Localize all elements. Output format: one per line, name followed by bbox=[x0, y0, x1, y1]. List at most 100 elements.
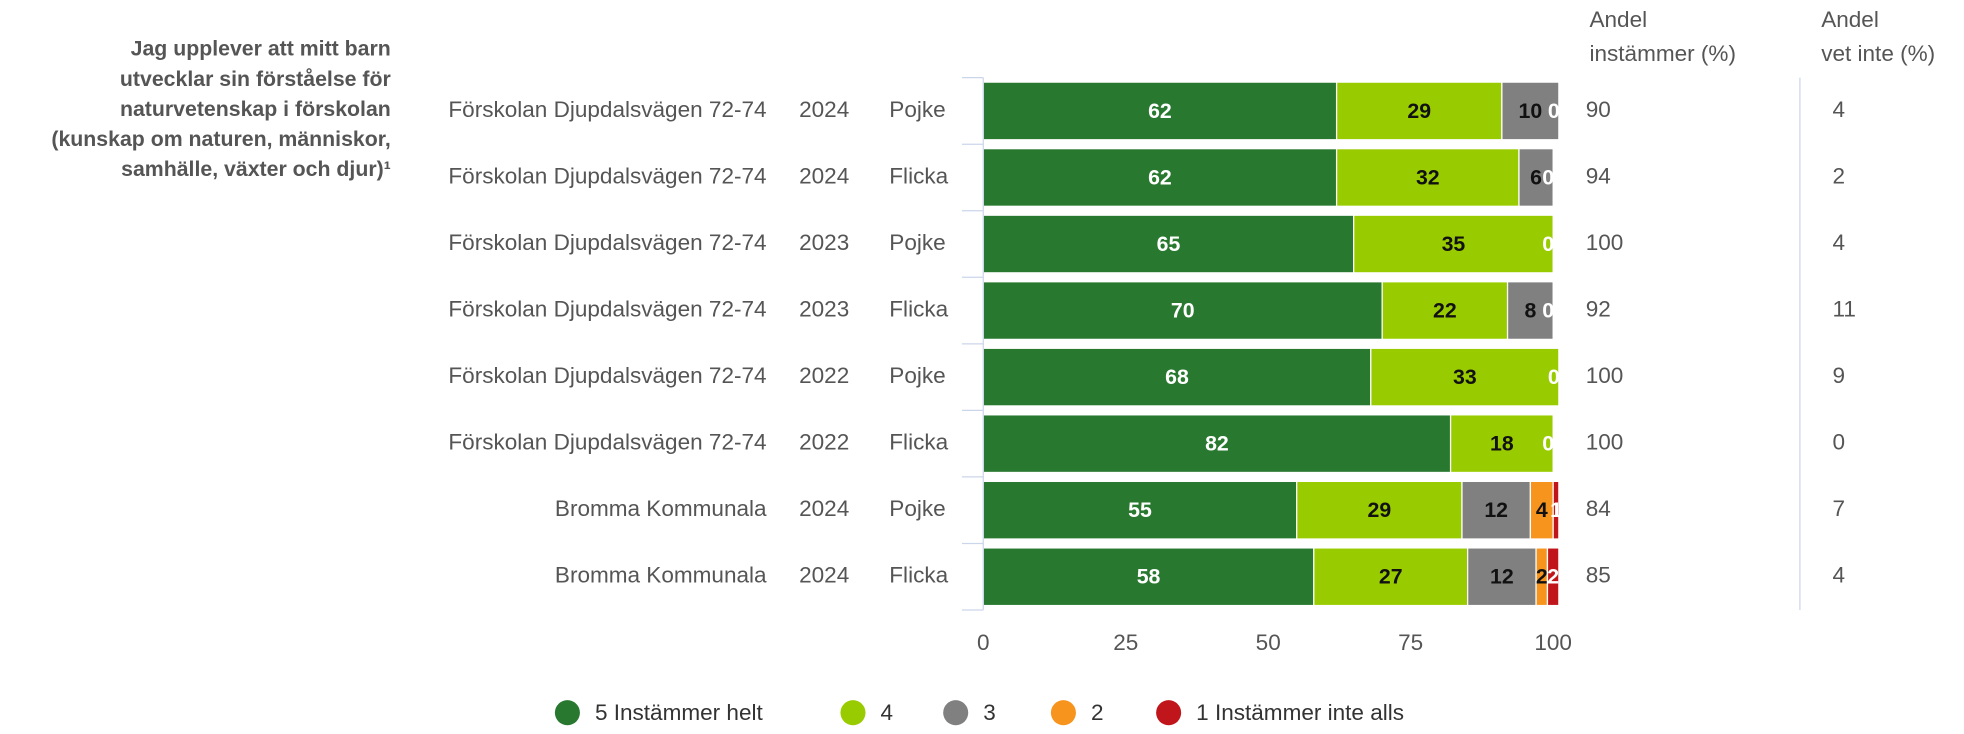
column-value: 7 bbox=[1832, 496, 1845, 521]
value-label: 10 bbox=[1519, 99, 1543, 123]
legend-label: 1 Instämmer inte alls bbox=[1196, 700, 1404, 725]
value-label: 32 bbox=[1416, 165, 1440, 189]
value-label: 29 bbox=[1368, 498, 1392, 522]
gender-label: Pojke bbox=[889, 363, 945, 388]
bar-segment bbox=[1370, 347, 1560, 407]
school-label: Bromma Kommunala bbox=[555, 563, 767, 588]
bar-segment bbox=[1313, 547, 1469, 607]
legend-label: 3 bbox=[983, 700, 996, 725]
value-label: 8 bbox=[1524, 298, 1536, 322]
bar-segment bbox=[1296, 480, 1463, 540]
year-label: 2023 bbox=[799, 297, 849, 322]
value-label: 6 bbox=[1530, 165, 1542, 189]
column-value: 2 bbox=[1832, 163, 1845, 188]
school-label: Förskolan Djupdalsvägen 72-74 bbox=[448, 363, 766, 388]
question-text: Jag upplever att mitt barn bbox=[131, 37, 391, 61]
legend-label: 2 bbox=[1091, 700, 1104, 725]
value-label: 0 bbox=[1542, 165, 1554, 189]
column-value: 4 bbox=[1832, 563, 1845, 588]
x-tick-label: 0 bbox=[977, 630, 990, 655]
gender-label: Pojke bbox=[889, 496, 945, 521]
value-label: 62 bbox=[1148, 165, 1172, 189]
column-value: 4 bbox=[1832, 230, 1845, 255]
gender-label: Flicka bbox=[889, 563, 948, 588]
x-tick-label: 75 bbox=[1398, 630, 1423, 655]
column-value: 100 bbox=[1586, 363, 1624, 388]
question-text: samhälle, växter och djur)¹ bbox=[121, 157, 391, 181]
column-value: 94 bbox=[1586, 163, 1611, 188]
column-value: 9 bbox=[1832, 363, 1845, 388]
column-value: 84 bbox=[1586, 496, 1611, 521]
column-value: 11 bbox=[1832, 297, 1855, 322]
value-label: 29 bbox=[1407, 99, 1431, 123]
bar-segment bbox=[1381, 281, 1509, 340]
school-label: Förskolan Djupdalsvägen 72-74 bbox=[448, 230, 766, 255]
column-header: Andel bbox=[1589, 7, 1647, 32]
column-header: Andel bbox=[1821, 7, 1879, 32]
bar-segment bbox=[1552, 480, 1560, 540]
value-label: 22 bbox=[1433, 298, 1457, 322]
year-label: 2022 bbox=[799, 363, 849, 388]
gender-label: Flicka bbox=[889, 297, 948, 322]
legend-marker bbox=[840, 700, 866, 726]
value-label: 2 bbox=[1536, 565, 1548, 589]
year-label: 2024 bbox=[799, 563, 849, 588]
column-value: 100 bbox=[1586, 430, 1624, 455]
question-text: utvecklar sin förståelse för bbox=[120, 67, 391, 91]
value-label: 33 bbox=[1453, 365, 1477, 389]
value-label: 65 bbox=[1157, 232, 1181, 256]
value-label: 0 bbox=[1548, 365, 1560, 389]
value-label: 0 bbox=[1542, 432, 1554, 456]
column-value: 92 bbox=[1586, 297, 1611, 322]
gender-label: Pojke bbox=[889, 230, 945, 255]
bar-segment bbox=[1546, 547, 1560, 607]
year-label: 2022 bbox=[799, 430, 849, 455]
column-header: vet inte (%) bbox=[1821, 41, 1935, 66]
column-value: 0 bbox=[1832, 430, 1845, 455]
value-label: 70 bbox=[1171, 298, 1195, 322]
bar-segment bbox=[1518, 148, 1554, 207]
school-label: Förskolan Djupdalsvägen 72-74 bbox=[448, 297, 766, 322]
value-label: 12 bbox=[1490, 565, 1514, 589]
value-label: 4 bbox=[1536, 498, 1548, 522]
school-label: Förskolan Djupdalsvägen 72-74 bbox=[448, 430, 766, 455]
column-value: 4 bbox=[1832, 97, 1845, 122]
bar-segment bbox=[1335, 81, 1503, 141]
value-label: 0 bbox=[1548, 99, 1560, 123]
bar-segment bbox=[1467, 547, 1537, 607]
question-text: naturvetenskap i förskolan bbox=[120, 97, 391, 121]
value-label: 0 bbox=[1542, 232, 1554, 256]
school-label: Förskolan Djupdalsvägen 72-74 bbox=[448, 163, 766, 188]
bar-segment bbox=[982, 414, 1452, 474]
bar-segment bbox=[982, 214, 1355, 274]
value-label: 55 bbox=[1128, 498, 1152, 522]
gender-label: Flicka bbox=[889, 430, 948, 455]
bar-segment bbox=[1449, 414, 1554, 474]
value-label: 0 bbox=[1542, 298, 1554, 322]
value-label: 2 bbox=[1547, 565, 1559, 589]
value-label: 12 bbox=[1484, 498, 1508, 522]
legend-marker bbox=[943, 700, 969, 726]
x-tick-label: 100 bbox=[1534, 630, 1572, 655]
bar-segment bbox=[982, 148, 1338, 207]
bar-segment bbox=[1506, 281, 1554, 340]
legend-marker bbox=[1050, 700, 1076, 726]
bar-segment bbox=[982, 480, 1298, 540]
year-label: 2024 bbox=[799, 496, 849, 521]
value-label: 62 bbox=[1148, 99, 1172, 123]
value-label: 82 bbox=[1205, 432, 1229, 456]
column-header: instämmer (%) bbox=[1589, 41, 1735, 66]
year-label: 2024 bbox=[799, 97, 849, 122]
bar-segment bbox=[1461, 480, 1531, 540]
bar-segment bbox=[1353, 214, 1554, 274]
value-label: 1 bbox=[1550, 498, 1562, 522]
school-label: Bromma Kommunala bbox=[555, 496, 767, 521]
value-label: 35 bbox=[1442, 232, 1466, 256]
x-tick-label: 25 bbox=[1113, 630, 1138, 655]
legend-marker bbox=[1156, 700, 1182, 726]
legend-marker bbox=[554, 700, 580, 726]
x-tick-label: 50 bbox=[1256, 630, 1281, 655]
bar-segment bbox=[1501, 81, 1560, 141]
year-label: 2023 bbox=[799, 230, 849, 255]
